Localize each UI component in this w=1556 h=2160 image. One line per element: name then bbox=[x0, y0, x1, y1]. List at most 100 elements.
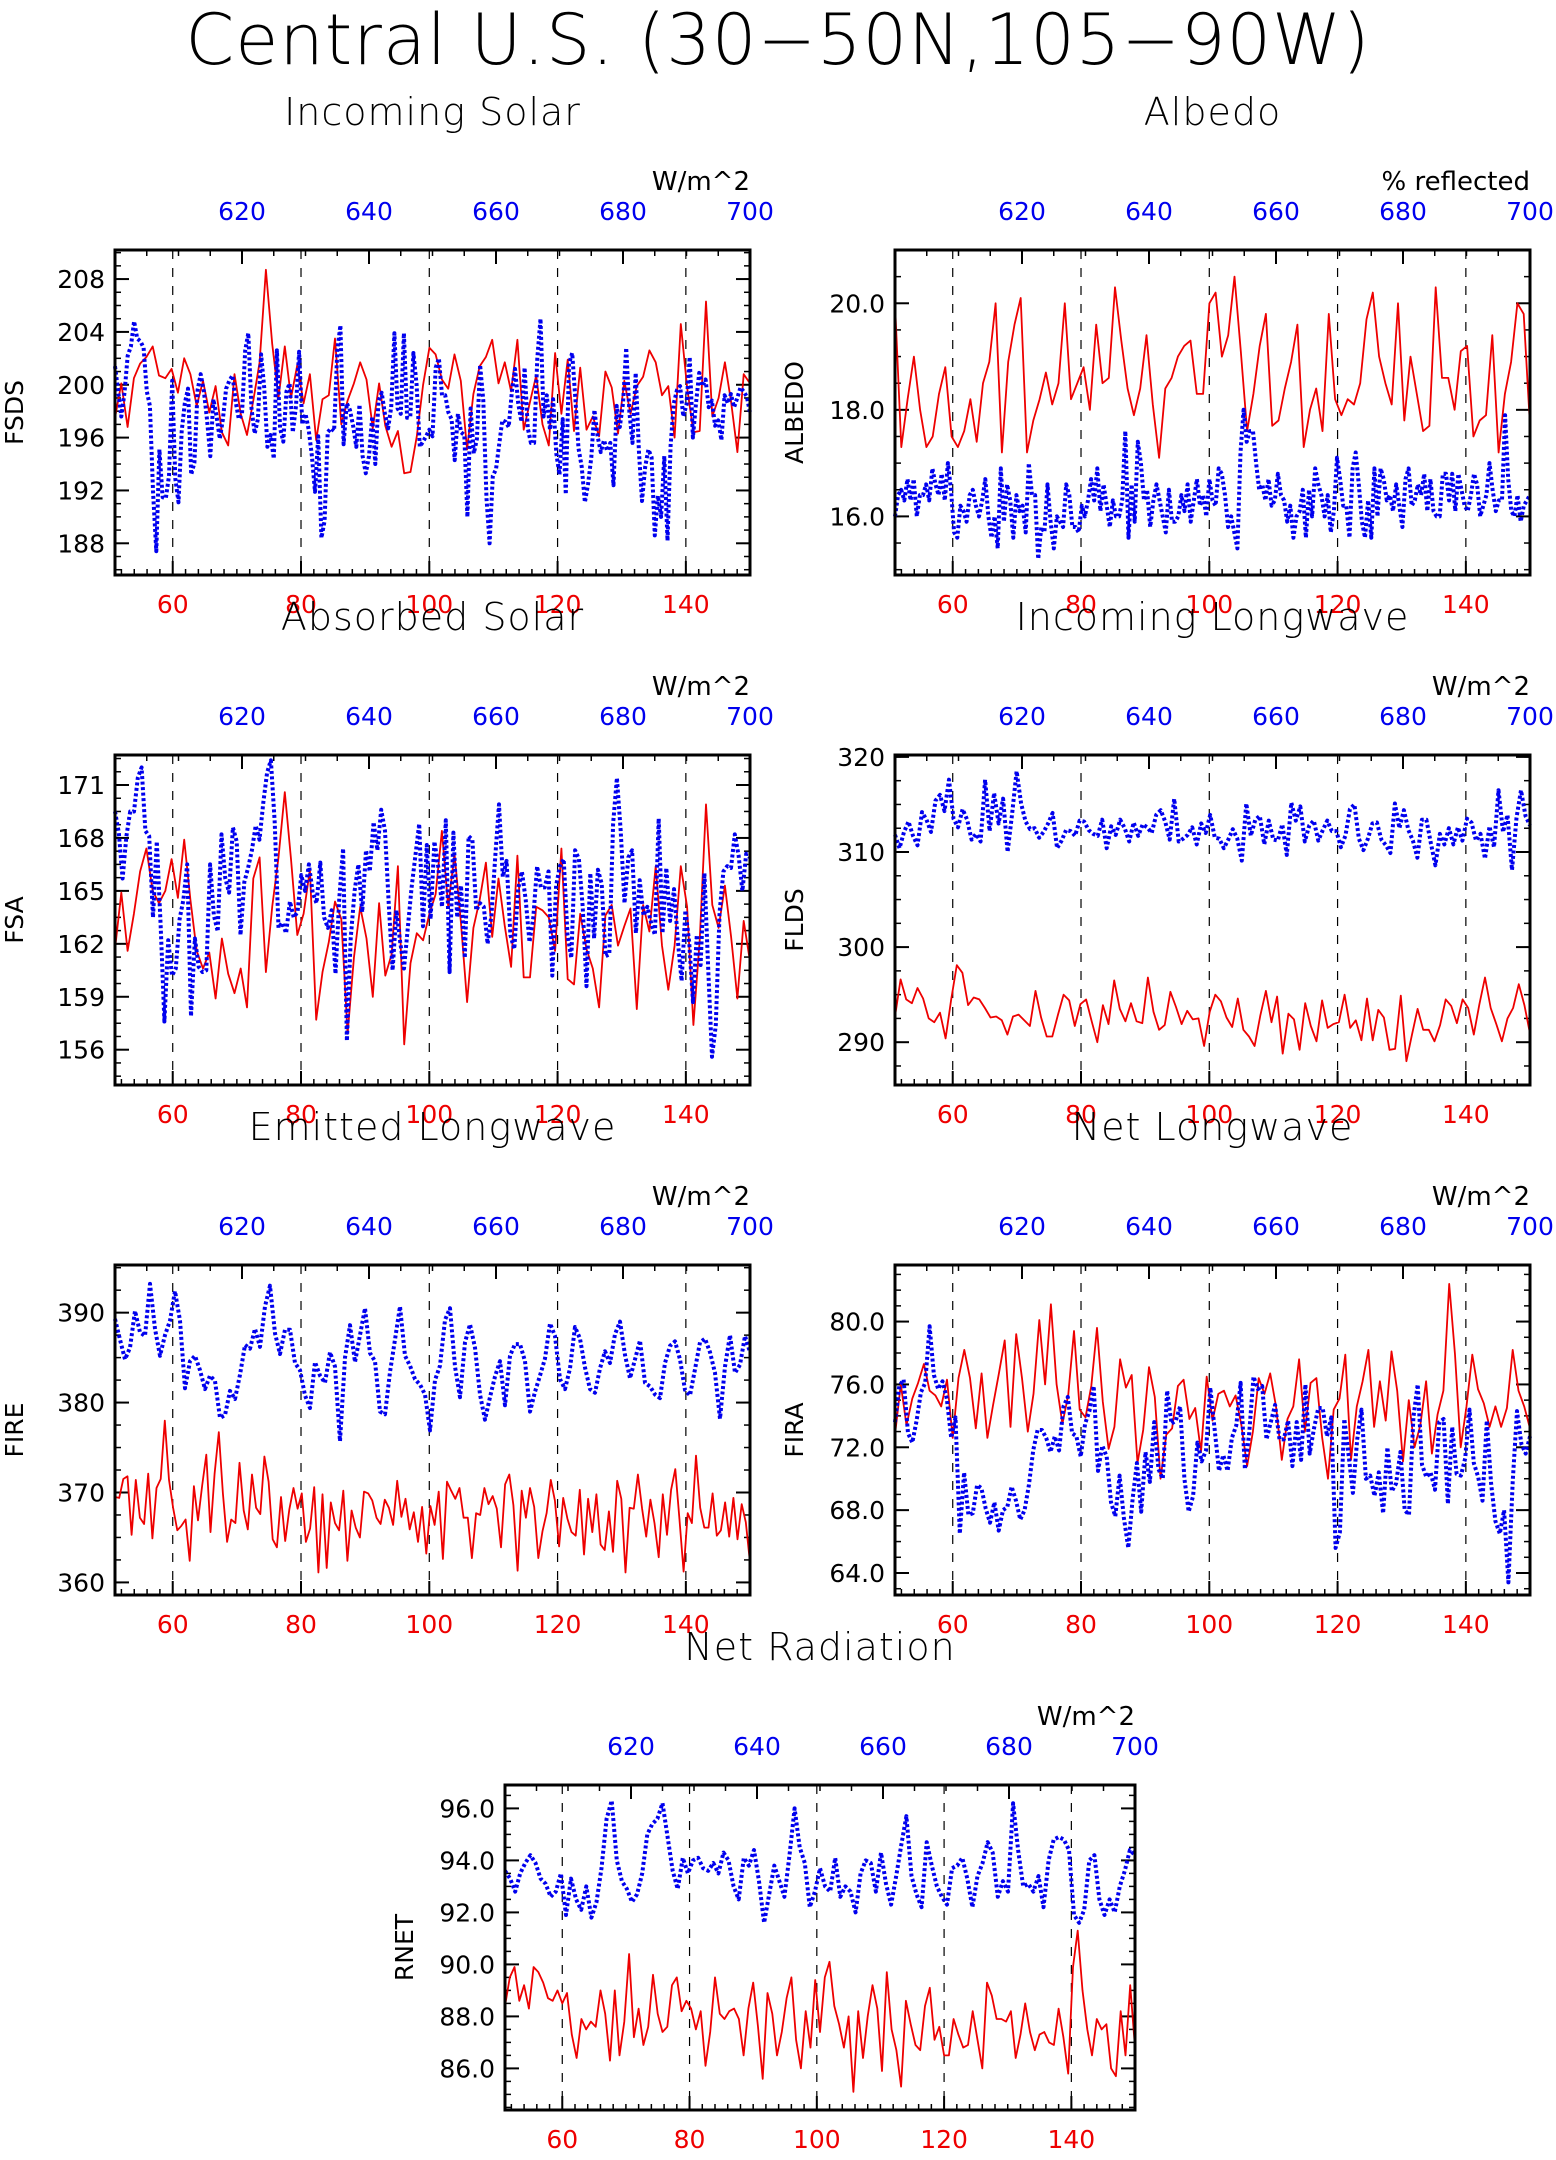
chart-panel-5: Emitted Longwave W/m^2 60 80 100 120 140 620 640… bbox=[0, 1105, 774, 1639]
x-top-tick-label: 620 bbox=[218, 702, 266, 731]
blue-series-line bbox=[503, 1798, 1137, 1925]
plot-frame bbox=[893, 248, 1532, 577]
y-tick-label: 290 bbox=[837, 1028, 885, 1057]
blue-series-line bbox=[113, 758, 752, 1059]
x-bottom-tick-label: 100 bbox=[405, 1610, 453, 1639]
chart-panel-1: Incoming Solar W/m^2 60 80 100 120 140 620 640 66… bbox=[0, 90, 774, 619]
x-top-tick-label: 640 bbox=[1125, 197, 1173, 226]
x-top-tick-label: 640 bbox=[1125, 702, 1173, 731]
y-tick-label: 92.0 bbox=[439, 1898, 495, 1927]
x-top-tick-label: 640 bbox=[345, 702, 393, 731]
plot-frame bbox=[503, 1783, 1137, 2112]
x-top-tick-label: 620 bbox=[607, 1732, 655, 1761]
x-bottom-tick-label: 120 bbox=[1314, 590, 1362, 619]
x-top-tick-label: 660 bbox=[1252, 197, 1300, 226]
panel-title: Net Radiation bbox=[684, 1625, 955, 1669]
x-bottom-tick-label: 60 bbox=[157, 590, 189, 619]
blue-series-line bbox=[113, 316, 752, 554]
units-label: W/m^2 bbox=[652, 1182, 750, 1212]
x-bottom-tick-label: 60 bbox=[937, 1100, 969, 1129]
units-label: W/m^2 bbox=[652, 672, 750, 702]
y-tick-label: 90.0 bbox=[439, 1950, 495, 1979]
y-tick-label: 320 bbox=[837, 743, 885, 772]
units-label: W/m^2 bbox=[1432, 1182, 1530, 1212]
x-top-tick-label: 700 bbox=[1111, 1732, 1159, 1761]
x-bottom-tick-label: 100 bbox=[405, 590, 453, 619]
chart-panel-7: Net Radiation W/m^2 60 80 100 120 140 620 640 660… bbox=[390, 1625, 1159, 2154]
y-tick-label: 76.0 bbox=[829, 1370, 885, 1399]
x-top-tick-label: 660 bbox=[472, 1212, 520, 1241]
y-tick-label: 196 bbox=[57, 424, 105, 453]
y-axis-label: FIRA bbox=[780, 1402, 809, 1457]
x-bottom-tick-label: 120 bbox=[534, 1610, 582, 1639]
main-title: Central U.S. (30−50N,105−90W) bbox=[185, 0, 1371, 81]
x-bottom-tick-label: 140 bbox=[662, 590, 710, 619]
y-tick-label: 165 bbox=[57, 877, 105, 906]
x-top-tick-label: 660 bbox=[1252, 702, 1300, 731]
chart-panel-6: Net Longwave W/m^2 60 80 100 120 140 620 640 660 6… bbox=[780, 1105, 1554, 1639]
red-series-line bbox=[894, 1283, 1531, 1480]
blue-series-line bbox=[893, 407, 1532, 561]
y-tick-label: 88.0 bbox=[439, 2002, 495, 2031]
x-bottom-tick-label: 140 bbox=[1442, 1610, 1490, 1639]
x-bottom-tick-label: 60 bbox=[937, 1610, 969, 1639]
y-tick-label: 171 bbox=[57, 771, 105, 800]
x-bottom-tick-label: 140 bbox=[1048, 2125, 1096, 2154]
y-tick-label: 20.0 bbox=[829, 289, 885, 318]
x-bottom-tick-label: 80 bbox=[285, 1610, 317, 1639]
x-bottom-tick-label: 120 bbox=[920, 2125, 968, 2154]
red-series-line bbox=[114, 268, 751, 475]
y-tick-label: 94.0 bbox=[439, 1846, 495, 1875]
x-bottom-tick-label: 120 bbox=[534, 590, 582, 619]
x-bottom-tick-label: 60 bbox=[937, 590, 969, 619]
units-label: W/m^2 bbox=[1037, 1702, 1135, 1732]
plot-frame bbox=[893, 753, 1532, 1087]
x-top-tick-label: 640 bbox=[733, 1732, 781, 1761]
panel-title: Emitted Longwave bbox=[249, 1105, 617, 1149]
y-tick-label: 200 bbox=[57, 371, 105, 400]
chart-panel-4: Incoming Longwave W/m^2 60 80 100 120 140 620 64… bbox=[780, 595, 1554, 1129]
panel-title: Absorbed Solar bbox=[281, 595, 584, 639]
y-tick-label: 360 bbox=[57, 1568, 105, 1597]
x-top-tick-label: 660 bbox=[859, 1732, 907, 1761]
y-tick-label: 300 bbox=[837, 933, 885, 962]
x-bottom-tick-label: 80 bbox=[674, 2125, 706, 2154]
x-top-tick-label: 680 bbox=[1379, 1212, 1427, 1241]
x-bottom-tick-label: 100 bbox=[1185, 590, 1233, 619]
plot-frame bbox=[893, 1263, 1532, 1597]
x-bottom-tick-label: 60 bbox=[157, 1610, 189, 1639]
x-bottom-tick-label: 120 bbox=[1314, 1610, 1362, 1639]
y-tick-label: 168 bbox=[57, 824, 105, 853]
red-series-line bbox=[894, 964, 1531, 1063]
x-top-tick-label: 680 bbox=[599, 197, 647, 226]
x-top-tick-label: 680 bbox=[599, 1212, 647, 1241]
x-top-tick-label: 640 bbox=[345, 1212, 393, 1241]
x-bottom-tick-label: 80 bbox=[1065, 1610, 1097, 1639]
red-series-line bbox=[504, 1929, 1136, 2093]
red-series-line bbox=[894, 275, 1531, 459]
x-bottom-tick-label: 100 bbox=[1185, 1100, 1233, 1129]
panel-title: Albedo bbox=[1144, 90, 1281, 134]
y-tick-label: 370 bbox=[57, 1478, 105, 1507]
x-top-tick-label: 700 bbox=[1506, 1212, 1554, 1241]
units-label: W/m^2 bbox=[1432, 672, 1530, 702]
x-top-tick-label: 700 bbox=[726, 197, 774, 226]
y-tick-label: 18.0 bbox=[829, 396, 885, 425]
panel-title: Incoming Longwave bbox=[1016, 595, 1410, 639]
units-label: % reflected bbox=[1382, 167, 1530, 197]
y-tick-label: 188 bbox=[57, 529, 105, 558]
y-tick-label: 159 bbox=[57, 983, 105, 1012]
y-tick-label: 380 bbox=[57, 1389, 105, 1418]
y-tick-label: 162 bbox=[57, 930, 105, 959]
y-tick-label: 156 bbox=[57, 1036, 105, 1065]
chart-panel-3: Absorbed Solar W/m^2 60 80 100 120 140 620 640 66… bbox=[0, 595, 774, 1129]
y-axis-label: RNET bbox=[390, 1913, 419, 1981]
y-tick-label: 72.0 bbox=[829, 1433, 885, 1462]
x-top-tick-label: 620 bbox=[998, 702, 1046, 731]
x-top-tick-label: 620 bbox=[218, 197, 266, 226]
x-top-tick-label: 660 bbox=[472, 197, 520, 226]
y-axis-label: FLDS bbox=[780, 888, 809, 951]
x-top-tick-label: 620 bbox=[998, 1212, 1046, 1241]
panel-title: Net Longwave bbox=[1072, 1105, 1354, 1149]
